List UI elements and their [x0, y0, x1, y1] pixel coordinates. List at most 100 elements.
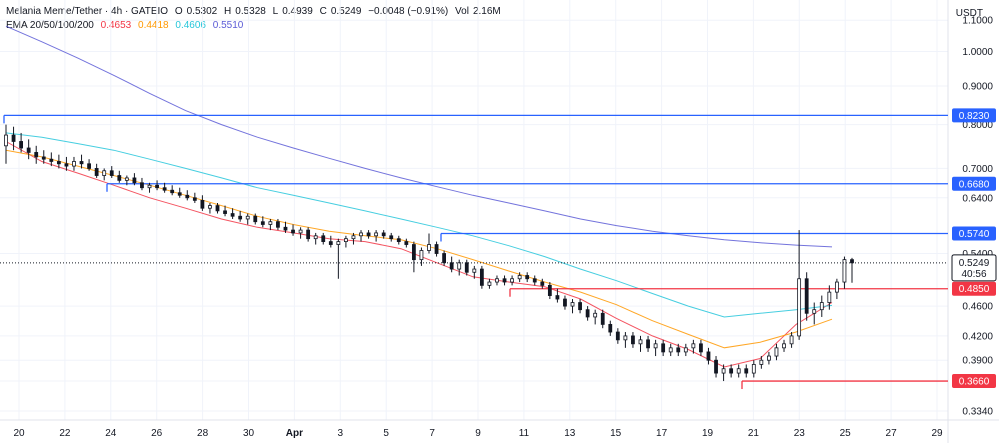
- time-tick-label: 11: [519, 428, 530, 439]
- candle-body: [479, 268, 484, 286]
- candle-body: [215, 205, 220, 212]
- ema200-line: [5, 25, 833, 248]
- candle-body: [56, 161, 61, 165]
- candle-body: [170, 189, 175, 194]
- candle-body: [653, 343, 658, 349]
- candle-body: [525, 275, 530, 280]
- candle-body: [774, 347, 779, 357]
- ema20-line: [5, 141, 833, 368]
- candle-body: [140, 182, 144, 189]
- time-tick-label: 24: [105, 428, 117, 439]
- last-price-label: 0.5249: [959, 258, 990, 269]
- candle-body: [102, 170, 107, 176]
- candle-body: [517, 275, 522, 280]
- ema-legend[interactable]: EMA 20/50/100/200 0.4653 0.4418 0.4606 0…: [6, 20, 247, 31]
- candle-body: [532, 278, 537, 283]
- candle-body: [593, 312, 598, 318]
- time-tick-label: 29: [931, 428, 943, 439]
- candle-body: [449, 262, 454, 270]
- candle-body: [404, 241, 409, 245]
- candle-body: [540, 281, 545, 286]
- candle-body: [306, 229, 311, 240]
- time-tick-label: 23: [794, 428, 806, 439]
- ema50-line: [5, 149, 833, 349]
- price-tick-label: 0.3340: [962, 407, 993, 418]
- candle-body: [691, 343, 696, 349]
- candle-body: [230, 213, 235, 217]
- price-tick-label: 0.9000: [962, 82, 993, 93]
- candle-body: [736, 368, 741, 374]
- candle-body: [563, 298, 567, 307]
- candle-body: [344, 238, 348, 242]
- high-value: 0.5328: [235, 6, 266, 17]
- open-label: O: [174, 6, 183, 17]
- candle-body: [411, 244, 416, 261]
- candle-body: [661, 343, 666, 353]
- pair-title: Melania Meme/Tether · 4h · GATEIO: [6, 6, 169, 17]
- candle-body: [547, 284, 552, 296]
- candle-body: [464, 262, 469, 273]
- candle-body: [238, 215, 243, 220]
- candle-body: [782, 343, 786, 349]
- time-tick-label: 27: [886, 428, 898, 439]
- time-tick-label: 13: [564, 428, 576, 439]
- candle-body: [260, 221, 265, 225]
- close-label: C: [319, 6, 327, 17]
- candle-body: [94, 168, 99, 176]
- candle-body: [419, 250, 424, 261]
- candle-body: [797, 278, 802, 337]
- candle-body: [291, 229, 295, 234]
- candle-body: [19, 141, 24, 149]
- candle-body: [638, 339, 643, 345]
- candle-body: [442, 253, 447, 264]
- volume-value: 2.16M: [472, 6, 501, 17]
- candle-body: [117, 175, 122, 181]
- high-label: H: [224, 6, 232, 17]
- candle-body: [683, 347, 688, 353]
- time-tick-label: 9: [475, 428, 481, 439]
- candle-body: [457, 262, 462, 270]
- ema-label: EMA 20/50/100/200: [6, 20, 94, 31]
- candle-body: [721, 368, 726, 374]
- candle-body: [789, 335, 794, 345]
- symbol-header: Melania Meme/Tether · 4h · GATEIO O 0.530…: [6, 6, 505, 17]
- time-tick-label: Apr: [286, 428, 303, 439]
- price-tick-label: 0.4200: [962, 331, 993, 342]
- low-value: 0.4939: [282, 6, 313, 17]
- candle-body: [487, 281, 492, 286]
- candle-body: [804, 278, 809, 314]
- time-tick-label: 20: [13, 428, 25, 439]
- time-tick-label: 3: [338, 428, 344, 439]
- candle-body: [585, 309, 590, 318]
- candle-body: [4, 134, 8, 147]
- time-tick-label: 17: [656, 428, 668, 439]
- level-badge-label: 0.5740: [959, 229, 990, 240]
- level-badge-label: 0.6680: [959, 179, 990, 190]
- ema50-value: 0.4418: [138, 20, 169, 31]
- candle-body: [49, 158, 54, 162]
- candle-body: [676, 347, 681, 353]
- candle-body: [298, 229, 303, 234]
- candle-body: [699, 343, 703, 353]
- time-tick-label: 25: [840, 428, 852, 439]
- candle-body: [389, 235, 394, 240]
- candle-body: [842, 259, 847, 283]
- candle-body: [336, 241, 341, 245]
- candle-body: [245, 215, 250, 220]
- candle-body: [321, 235, 326, 242]
- candle-body: [631, 335, 635, 345]
- candle-body: [381, 232, 386, 237]
- time-tick-label: 15: [610, 428, 622, 439]
- candle-body: [200, 199, 205, 209]
- candle-body: [759, 359, 764, 365]
- candle-body: [109, 170, 114, 176]
- candle-body: [751, 364, 756, 374]
- candle-body: [812, 309, 817, 314]
- change-value: −0.0048 (−0.91%): [368, 6, 449, 17]
- level-badge-label: 0.4850: [959, 284, 990, 295]
- candle-body: [177, 192, 182, 196]
- level-badge-label: 0.8230: [959, 111, 990, 122]
- price-tick-label: 0.4600: [962, 302, 993, 313]
- candle-body: [615, 331, 620, 341]
